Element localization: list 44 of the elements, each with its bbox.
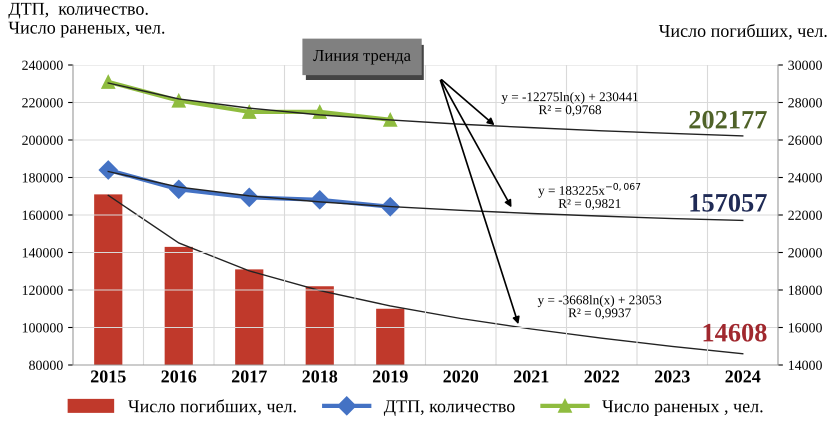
y-tick-label: 100000 [22, 323, 63, 332]
y2-tick-label: 16000 [788, 323, 822, 332]
y2-tick-label: 28000 [788, 98, 822, 108]
x-tick-label: 2015 [90, 370, 126, 383]
legend-label: ДТП, количество [384, 400, 515, 416]
y-tick-label: 160000 [22, 210, 63, 220]
y2-tick-label: 20000 [788, 248, 822, 258]
annotation: 202177 [689, 110, 767, 129]
x-tick-label: 2021 [514, 370, 548, 383]
y-tick-label: 80000 [29, 360, 63, 370]
y-tick-label: 140000 [22, 248, 63, 258]
text: Линия тренда [313, 50, 411, 64]
x-tick-label: 2017 [232, 370, 267, 383]
y-tick-label: 180000 [22, 173, 63, 182]
legend-label: Число погибших, чел. [128, 399, 296, 415]
y2-tick-label: 22000 [788, 210, 822, 220]
x-tick-label: 2016 [161, 370, 196, 383]
y-tick-label: 120000 [22, 286, 63, 295]
annotation: y = -3668ln(x) + 23053 R² = 0,9937 [538, 295, 662, 320]
y-tick-label: 220000 [22, 98, 63, 108]
point [98, 160, 118, 180]
y2-axis-title: Число погибших, чел. [658, 24, 827, 40]
y2-tick-label: 14000 [788, 360, 822, 370]
x-tick-label: 2018 [302, 370, 338, 383]
y2-tick-label: 26000 [788, 136, 822, 145]
annotation: 14608 [704, 324, 767, 342]
annotation: y = -12275ln(x) + 230441 R² = 0,9768 [502, 92, 638, 116]
y-axis-title: ДТП, количество. Число раненых, чел. [8, 2, 164, 38]
point [172, 94, 186, 108]
annotation: 157057 [690, 194, 767, 212]
y-tick-label: 240000 [22, 60, 63, 70]
annotation: y = 183225x$^{−0,067}$ R² = 0,9821 [538, 182, 640, 210]
x-tick-label: 2019 [372, 370, 408, 383]
point [101, 74, 116, 89]
y2-tick-label: 30000 [788, 60, 822, 70]
y2-tick-label: 18000 [788, 286, 822, 295]
y-tick-label: 200000 [22, 136, 63, 145]
legend-label: Число раненых , чел. [602, 400, 762, 416]
y2-tick-label: 24000 [788, 173, 822, 182]
x-tick-label: 2020 [443, 370, 478, 383]
x-tick-label: 2024 [725, 370, 760, 383]
x-tick-label: 2022 [584, 370, 620, 383]
point [242, 104, 256, 119]
x-tick-label: 2023 [654, 370, 690, 383]
